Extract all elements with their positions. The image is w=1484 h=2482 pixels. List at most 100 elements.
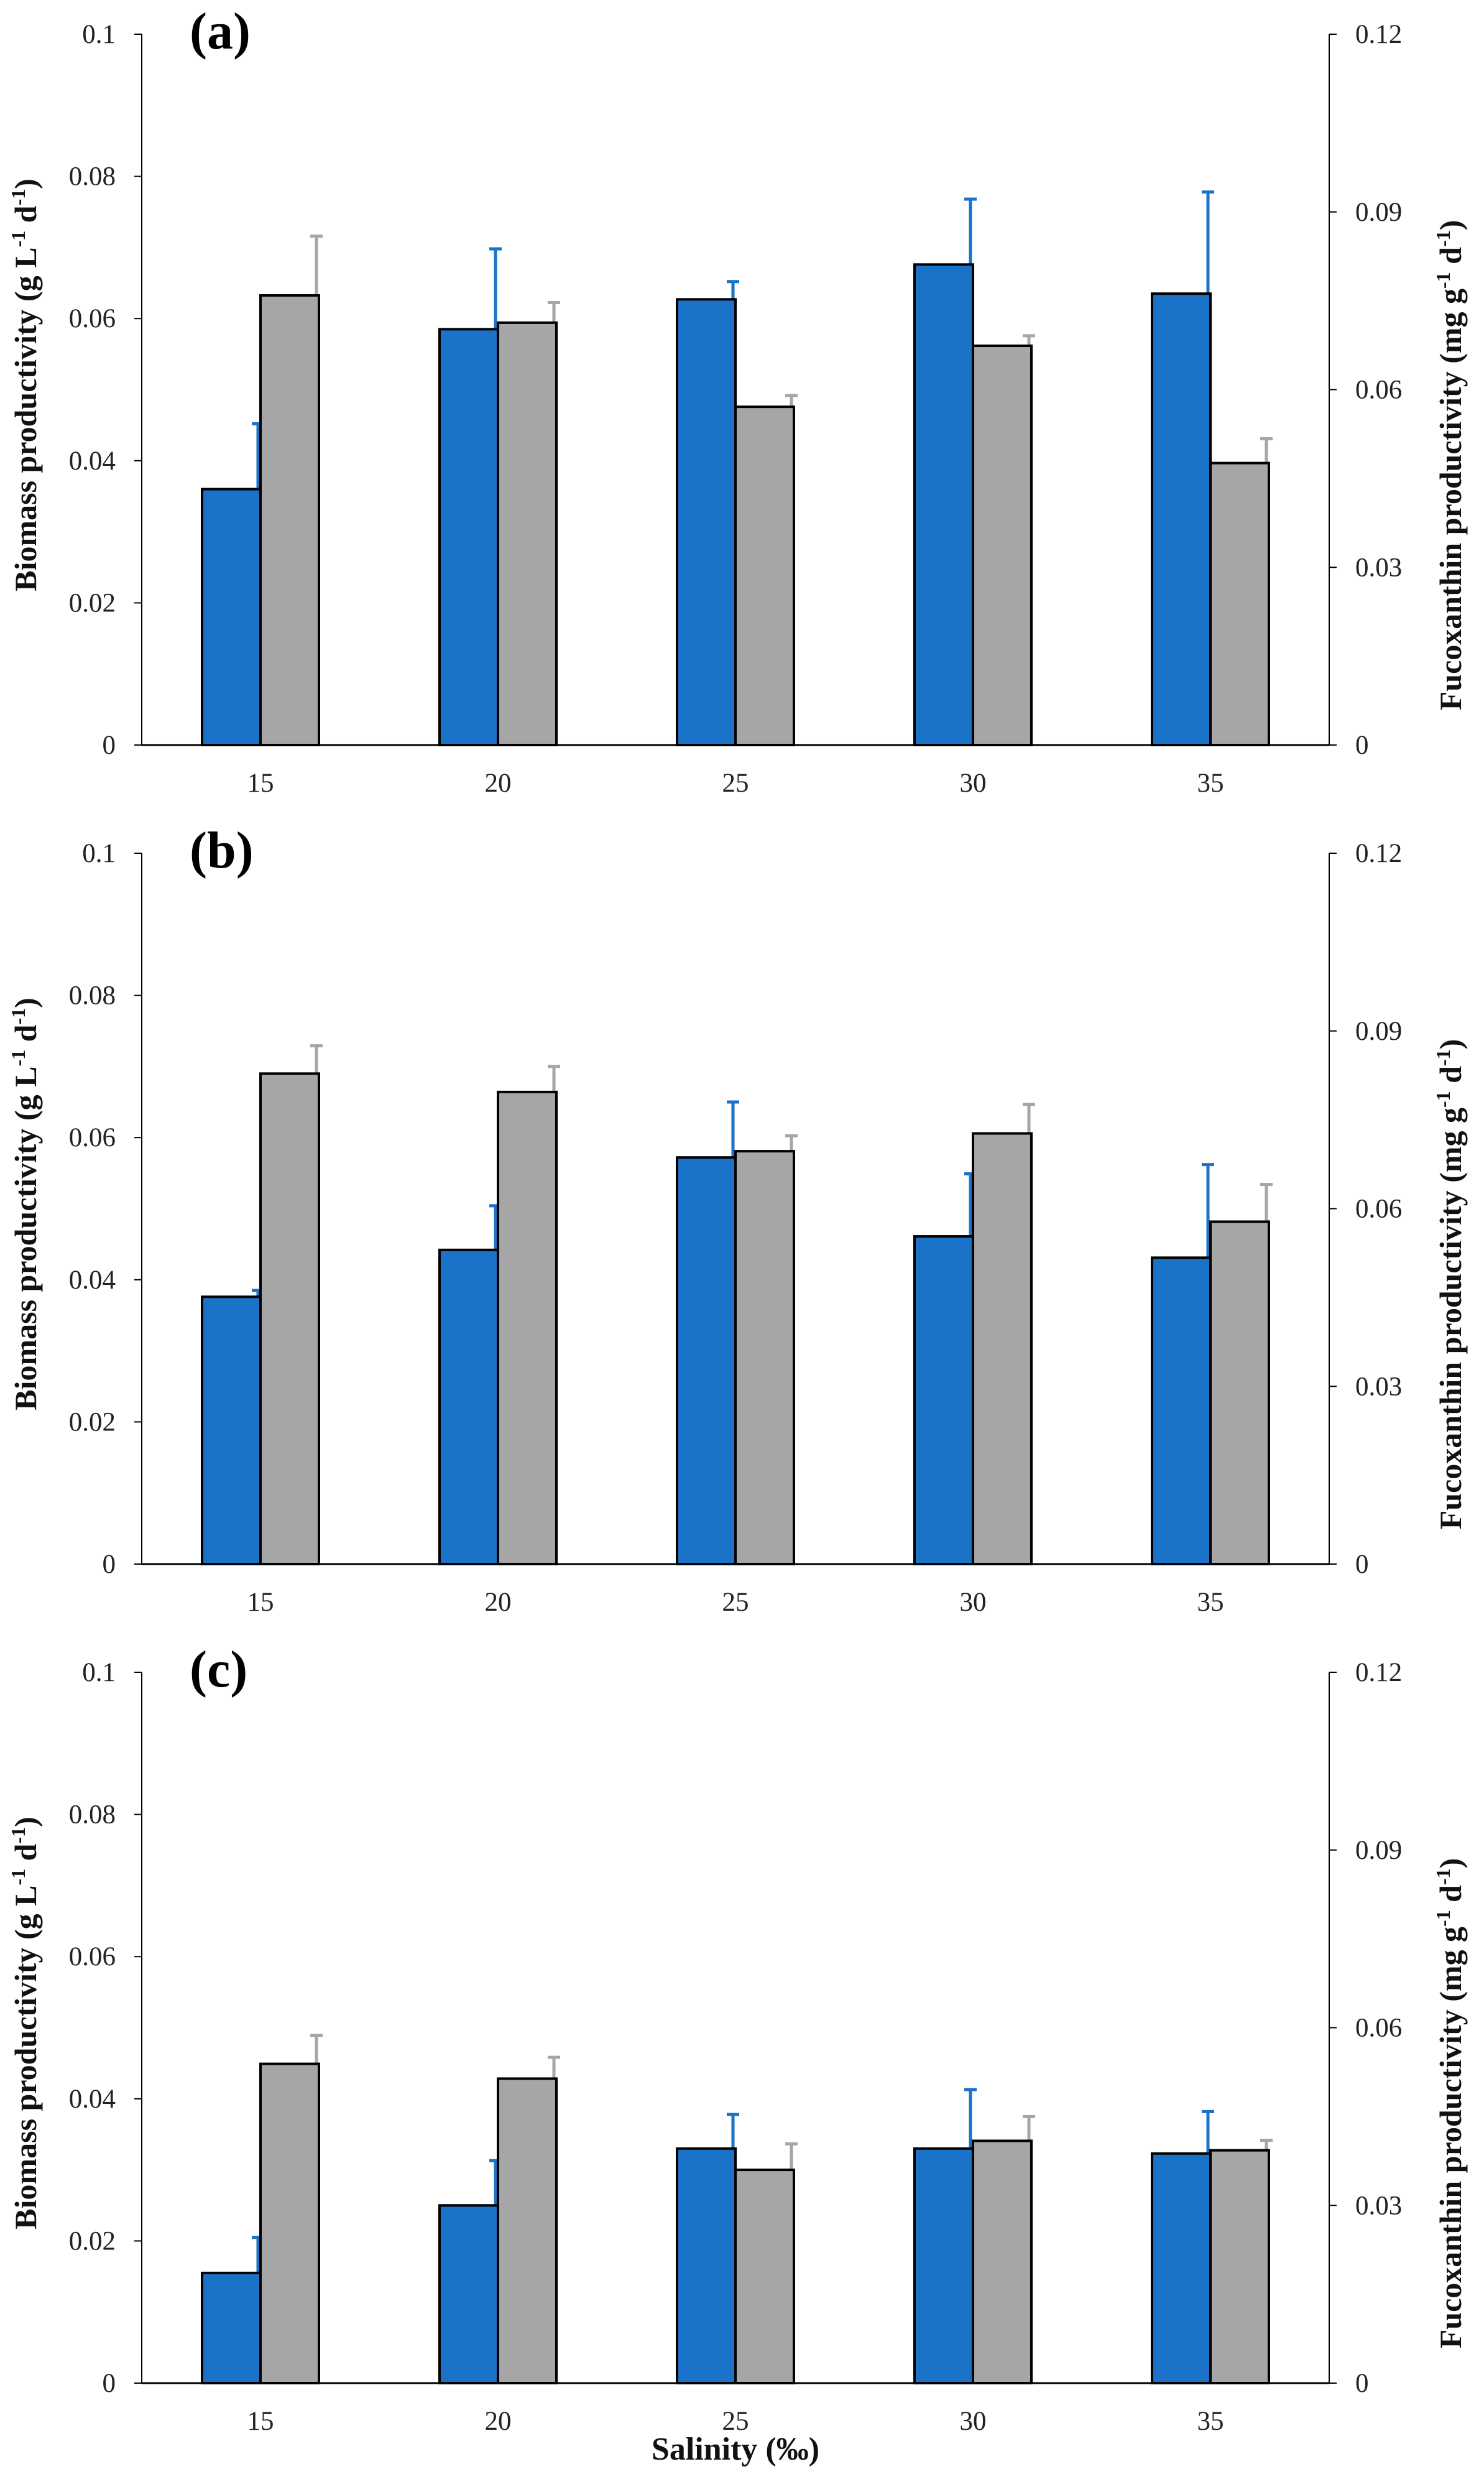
y-tick-label-right: 0.03	[1355, 1372, 1402, 1401]
x-tick-label: 15	[247, 1588, 274, 1617]
y-tick-label-left: 0.02	[69, 1407, 116, 1437]
x-tick-label: 35	[1197, 769, 1224, 798]
x-tick-label: 35	[1197, 1588, 1224, 1617]
x-tick-label: 25	[722, 2407, 749, 2436]
y-tick-label-right: 0.06	[1355, 2014, 1402, 2043]
y-tick-label-right: 0.09	[1355, 1836, 1402, 1865]
x-tick-label: 25	[722, 769, 749, 798]
fucoxanthin-bar	[972, 2139, 1033, 2384]
x-axis-title: Salinity (‰)	[652, 2432, 819, 2467]
y-ticks-left: 0 0.02 0.04 0.06 0.08 0.1	[69, 839, 142, 1579]
x-ticks: 15 20 25 30 35	[247, 1588, 1224, 1617]
biomass-bar	[438, 328, 499, 746]
y-tick-label-left: 0.04	[69, 2085, 116, 2114]
panel-a: (a) Biomass productivity (g L-1 d-1) Fuc…	[7, 2, 1468, 798]
y-ticks-left: 0 0.02 0.04 0.06 0.08 0.1	[69, 20, 142, 760]
x-tick-label: 20	[485, 1588, 512, 1617]
x-tick-label: 15	[247, 769, 274, 798]
y-tick-label-left: 0.08	[69, 162, 116, 192]
y-tick-label-left: 0	[103, 2369, 116, 2398]
y-axis-title-right: Fucoxanthin productivity (mg g-1 d-1)	[1432, 1039, 1468, 1530]
x-ticks: 15 20 25 30 35	[247, 2407, 1224, 2436]
y-tick-label-right: 0.12	[1355, 1658, 1402, 1687]
x-tick-label: 30	[960, 2407, 987, 2436]
y-tick-label-right: 0.12	[1355, 839, 1402, 868]
y-tick-label-left: 0.02	[69, 588, 116, 618]
biomass-bar	[201, 1295, 262, 1565]
biomass-bar	[913, 1235, 974, 1565]
y-axis-title-left: Biomass productivity (g L-1 d-1)	[7, 178, 43, 591]
y-tick-label-right: 0	[1355, 1550, 1369, 1579]
fucoxanthin-bar	[497, 321, 558, 746]
x-tick-label: 30	[960, 1588, 987, 1617]
y-tick-label-left: 0.1	[82, 839, 116, 868]
y-tick-label-left: 0.04	[69, 1266, 116, 1295]
panel-label: (b)	[190, 822, 254, 879]
biomass-bar	[201, 2271, 262, 2385]
y-ticks-right: 0 0.03 0.06 0.09 0.12	[1329, 1658, 1402, 2398]
fucoxanthin-bar	[497, 1090, 558, 1566]
panel-label: (a)	[190, 2, 251, 60]
fucoxanthin-bar	[259, 294, 320, 746]
y-tick-label-left: 0.06	[69, 304, 116, 333]
fucoxanthin-bar	[259, 2062, 320, 2384]
y-tick-label-right: 0.03	[1355, 553, 1402, 582]
fucoxanthin-bar	[1209, 2149, 1270, 2384]
y-axis-title-left: Biomass productivity (g L-1 d-1)	[7, 998, 43, 1410]
y-tick-label-right: 0.06	[1355, 376, 1402, 405]
y-tick-label-left: 0	[103, 731, 116, 760]
fucoxanthin-bar	[497, 2077, 558, 2384]
y-ticks-right: 0 0.03 0.06 0.09 0.12	[1329, 839, 1402, 1579]
y-tick-label-right: 0.03	[1355, 2191, 1402, 2220]
y-tick-label-left: 0.04	[69, 447, 116, 476]
y-tick-label-right: 0.12	[1355, 20, 1402, 49]
y-tick-label-right: 0	[1355, 731, 1369, 760]
fucoxanthin-bar	[972, 1132, 1033, 1566]
y-tick-label-left: 0.08	[69, 981, 116, 1011]
y-tick-label-left: 0.1	[82, 1658, 116, 1687]
panel-b: (b) Biomass productivity (g L-1 d-1) Fuc…	[7, 822, 1468, 1617]
bars	[201, 1044, 1273, 1566]
biomass-bar	[913, 2147, 974, 2384]
x-tick-label: 35	[1197, 2407, 1224, 2436]
y-tick-label-left: 0	[103, 1550, 116, 1579]
y-tick-label-right: 0.06	[1355, 1195, 1402, 1224]
fucoxanthin-bar	[1209, 1220, 1270, 1565]
x-tick-label: 25	[722, 1588, 749, 1617]
y-axis-title-right: Fucoxanthin productivity (mg g-1 d-1)	[1432, 220, 1468, 711]
panel-c: (c) Biomass productivity (g L-1 d-1) Fuc…	[7, 1641, 1468, 2436]
panel-label: (c)	[190, 1641, 247, 1698]
y-ticks-left: 0 0.02 0.04 0.06 0.08 0.1	[69, 1658, 142, 2398]
y-tick-label-left: 0.06	[69, 1942, 116, 1971]
biomass-bar	[1151, 2152, 1212, 2384]
fucoxanthin-bar	[259, 1072, 320, 1565]
fucoxanthin-bar	[1209, 461, 1270, 746]
y-axis-title-right: Fucoxanthin productivity (mg g-1 d-1)	[1432, 1858, 1468, 2349]
y-tick-label-right: 0.09	[1355, 198, 1402, 227]
x-tick-label: 30	[960, 769, 987, 798]
biomass-bar	[676, 1156, 737, 1565]
bars	[201, 190, 1273, 747]
x-tick-label: 20	[485, 769, 512, 798]
y-tick-label-right: 0	[1355, 2369, 1369, 2398]
biomass-bar	[201, 488, 262, 747]
y-tick-label-left: 0.02	[69, 2226, 116, 2256]
biomass-bar	[913, 263, 974, 747]
biomass-bar	[438, 1248, 499, 1565]
x-tick-label: 15	[247, 2407, 274, 2436]
y-tick-label-left: 0.1	[82, 20, 116, 49]
biomass-bar	[1151, 292, 1212, 746]
bars	[201, 2034, 1273, 2385]
y-tick-label-right: 0.09	[1355, 1017, 1402, 1046]
biomass-bar	[1151, 1256, 1212, 1565]
fucoxanthin-bar	[972, 345, 1033, 746]
y-ticks-right: 0 0.03 0.06 0.09 0.12	[1329, 20, 1402, 760]
biomass-bar	[676, 298, 737, 746]
y-tick-label-left: 0.08	[69, 1800, 116, 1830]
x-ticks: 15 20 25 30 35	[247, 769, 1224, 798]
fucoxanthin-bar	[734, 1150, 795, 1565]
x-tick-label: 20	[485, 2407, 512, 2436]
biomass-bar	[676, 2147, 737, 2384]
biomass-bar	[438, 2204, 499, 2384]
